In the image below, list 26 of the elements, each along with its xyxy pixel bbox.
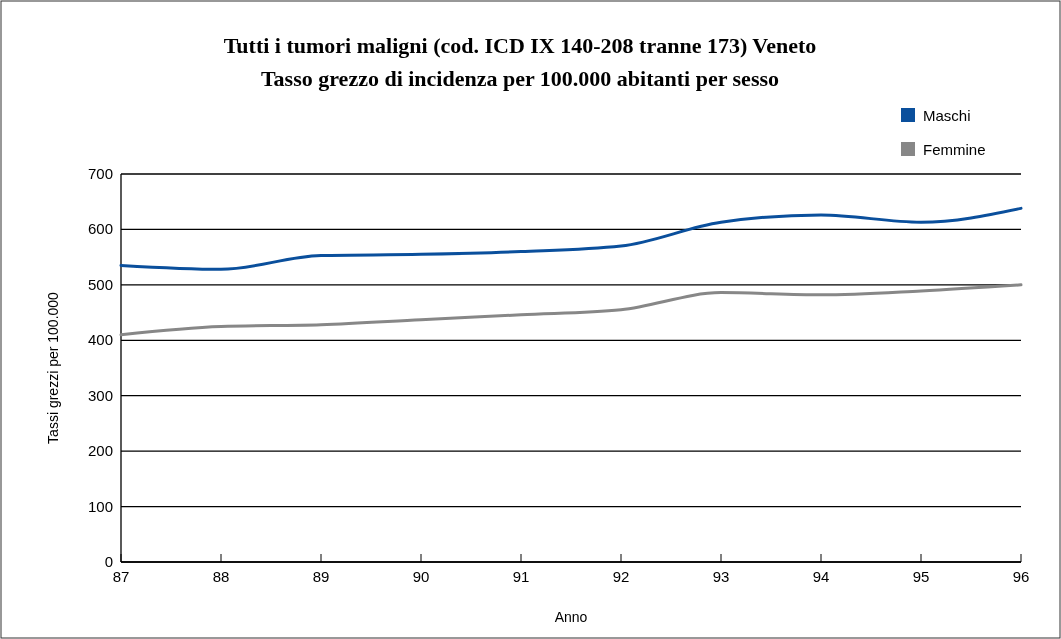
- x-tick-label: 89: [312, 568, 330, 585]
- y-tick-label: 200: [87, 442, 113, 460]
- x-tick-label: 95: [912, 568, 930, 585]
- y-tick-label: 100: [87, 497, 113, 515]
- legend-label: Maschi: [923, 107, 971, 124]
- y-axis-title: Tassi grezzi per 100.000: [45, 291, 61, 444]
- x-tick-label: 92: [612, 568, 630, 585]
- y-tick-label: 300: [87, 386, 113, 404]
- y-tick-label: 500: [87, 275, 113, 293]
- x-tick-label: 93: [712, 568, 730, 585]
- x-tick-label: 91: [512, 568, 530, 585]
- y-tick-label: 700: [87, 165, 113, 182]
- y-tick-label: 600: [87, 220, 113, 238]
- line-series: [119, 283, 1023, 337]
- line-series: [119, 206, 1023, 271]
- chart-title: Tutti i tumori maligni (cod. ICD IX 140-208 tranne 173) Veneto: [223, 33, 817, 58]
- x-tick-label: 88: [212, 568, 230, 585]
- legend-label: Femmine: [923, 141, 986, 158]
- chart-subtitle: Tasso grezzo di incidenza per 100.000 abitanti per sesso: [260, 66, 780, 91]
- x-axis-title: Anno: [554, 609, 588, 625]
- y-tick-label: 400: [87, 331, 113, 349]
- x-tick-label: 96: [1012, 568, 1030, 585]
- x-tick-label: 94: [812, 568, 830, 585]
- x-tick-label: 90: [412, 568, 430, 585]
- y-tick-label: 0: [104, 553, 113, 570]
- x-tick-label: 87: [112, 568, 130, 585]
